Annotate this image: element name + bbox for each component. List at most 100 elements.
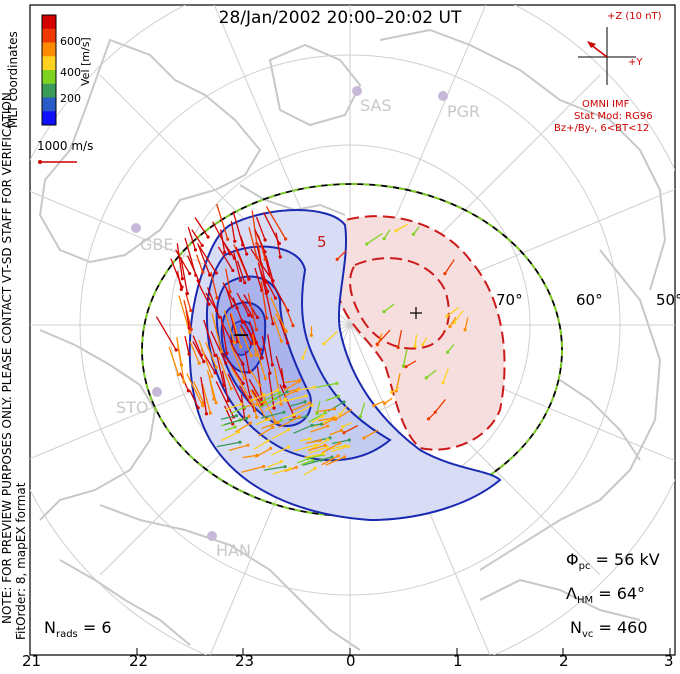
velocity-vector-origin (411, 232, 416, 236)
velocity-vector (230, 220, 236, 242)
velocity-vector-origin (282, 384, 286, 388)
velocity-vector-origin (322, 342, 326, 346)
velocity-vector-origin (322, 451, 326, 456)
velocity-vector (224, 417, 247, 426)
velocity-vector (318, 417, 334, 422)
imf-y-label: +Y (628, 57, 643, 68)
velocity-vector (289, 401, 306, 407)
velocity-vector (241, 465, 264, 473)
velocity-vector-origin (424, 376, 428, 380)
velocity-vector (183, 299, 192, 330)
velocity-vector-origin (346, 444, 350, 448)
velocity-vector-origin (276, 421, 280, 425)
velocity-vector (206, 287, 220, 318)
velocity-vector-origin (284, 237, 288, 241)
velocity-vector (238, 385, 256, 411)
velocity-vector (229, 313, 239, 342)
velocity-vector-origin (232, 341, 236, 345)
velocity-vector-origin (187, 352, 191, 356)
velocity-vector (308, 444, 326, 451)
hm-boundary-dash (141, 183, 563, 517)
velocity-vector (186, 373, 204, 407)
velocity-vector (304, 452, 324, 459)
velocity-vector-origin (238, 440, 242, 444)
velocity-vector (201, 383, 212, 414)
velocity-vector-origin (304, 394, 308, 398)
velocity-vector (256, 246, 267, 283)
velocity-vector-origin (448, 324, 452, 329)
velocity-vector-origin (319, 422, 324, 426)
velocity-vector-origin (263, 238, 267, 242)
velocity-vector (267, 334, 274, 365)
velocity-vector (177, 346, 185, 382)
velocity-vector-origin (229, 386, 233, 391)
velocity-vector (264, 398, 286, 411)
velocity-vector-origin (255, 242, 259, 246)
colorbar-segment (42, 97, 56, 112)
velocity-vector (383, 303, 395, 313)
imf-source: OMNI IMF (582, 99, 630, 110)
velocity-vector-origin (336, 394, 341, 398)
velocity-vector (262, 212, 280, 244)
velocity-vector-origin (246, 443, 250, 447)
station-sas: SAS (360, 96, 392, 115)
velocity-vector (224, 403, 242, 411)
velocity-vector-origin (335, 381, 339, 385)
velocity-vector (220, 431, 239, 442)
velocity-vector (198, 245, 217, 274)
velocity-vector (293, 424, 313, 434)
velocity-vector-origin (330, 455, 334, 459)
velocity-vector (176, 243, 183, 279)
velocity-vector-origin (443, 272, 447, 276)
velocity-vector (280, 368, 285, 387)
velocity-vector (227, 373, 245, 409)
station-gbe: GBE (140, 235, 174, 254)
velocity-vector-origin (294, 465, 298, 469)
velocity-vector-origin (268, 446, 273, 450)
velocity-vector-origin (185, 291, 189, 296)
velocity-vector-origin (214, 401, 218, 405)
velocity-vector-origin (326, 437, 330, 442)
velocity-vector (175, 249, 191, 274)
velocity-vector (192, 335, 202, 356)
velocity-vector (366, 232, 383, 245)
velocity-vector-origin (396, 345, 400, 350)
velocity-vector-origin (297, 379, 302, 383)
velocity-vector (265, 255, 274, 282)
colorbar-segment (42, 42, 56, 57)
velocity-vector-origin (325, 445, 330, 449)
velocity-vector (284, 379, 300, 384)
velocity-vector (236, 292, 250, 316)
velocity-vector (315, 382, 337, 389)
velocity-vector-origin (279, 418, 283, 422)
velocity-vector (271, 429, 290, 440)
velocity-vector-origin (233, 425, 237, 429)
velocity-vector-origin (231, 268, 235, 273)
velocity-vector-origin (382, 310, 386, 314)
velocity-vector (331, 439, 350, 445)
colorbar-segment (42, 28, 56, 43)
velocity-vector-origin (212, 397, 216, 401)
velocity-vector (180, 257, 189, 294)
velocity-vector-origin (263, 250, 267, 254)
preview-note: NOTE: FOR PREVIEW PURPOSES ONLY. PLEASE … (0, 88, 14, 624)
velocity-vector-origin (297, 415, 301, 419)
velocity-vector-origin (249, 341, 253, 346)
velocity-vector (325, 456, 345, 466)
velocity-vector (453, 310, 464, 324)
imf-condition: Bz+/By-, 6<BT<12 (554, 123, 650, 134)
velocity-vector (260, 391, 276, 422)
velocity-vector-origin (278, 391, 282, 395)
velocity-vector-origin (239, 278, 243, 283)
velocity-vector-origin (233, 239, 237, 243)
velocity-vector-origin (263, 376, 267, 381)
velocity-vector-origin (215, 296, 219, 300)
velocity-vector-origin (313, 466, 317, 470)
velocity-vector-origin (200, 243, 204, 248)
velocity-vector (244, 401, 265, 408)
velocity-vector (425, 369, 437, 379)
velocity-vector (312, 456, 333, 463)
velocity-vector-origin (339, 428, 343, 432)
velocity-vector-origin (375, 342, 379, 346)
velocity-vector-origin (222, 383, 226, 388)
